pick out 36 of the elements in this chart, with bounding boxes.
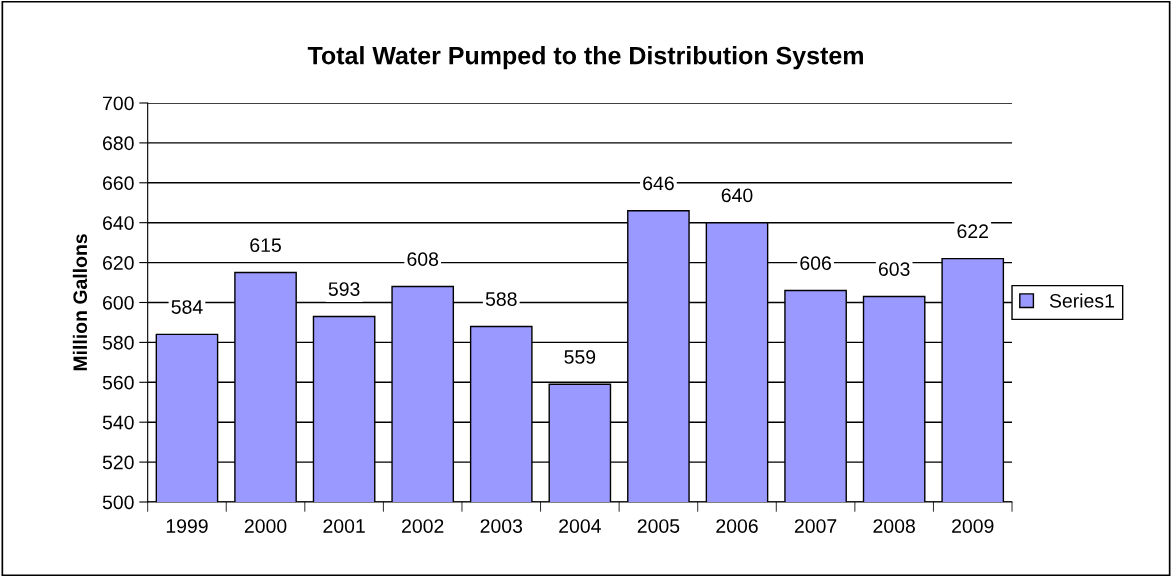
y-tick-label: 520	[102, 455, 134, 470]
x-tick-label: 2005	[637, 519, 680, 533]
data-label: 615	[250, 238, 281, 253]
x-tick-label: 1999	[166, 519, 208, 533]
y-tick-label: 680	[103, 136, 134, 151]
data-label: 584	[171, 300, 203, 314]
data-label: 640	[721, 188, 753, 203]
y-tick-label: 580	[102, 335, 134, 350]
data-label: 606	[800, 256, 831, 271]
chart-title: Total Water Pumped to the Distribution System	[307, 46, 863, 70]
data-label: 603	[878, 262, 910, 276]
y-tick-label: 500	[102, 495, 134, 510]
x-tick-label: 2007	[794, 519, 837, 533]
data-label: 593	[328, 282, 360, 296]
data-label: 646	[643, 176, 674, 191]
data-label: 559	[564, 350, 596, 364]
y-tick-label: 640	[103, 216, 134, 230]
x-tick-label: 2008	[873, 519, 915, 533]
y-tick-label: 560	[102, 375, 134, 390]
y-tick-label: 620	[103, 256, 134, 270]
legend-label: Series1	[1049, 293, 1114, 308]
y-tick-label: 660	[103, 176, 134, 191]
data-label: 622	[957, 224, 988, 239]
data-label: 608	[407, 252, 439, 267]
y-tick-label: 540	[102, 415, 134, 430]
x-tick-label: 2004	[559, 519, 601, 533]
x-tick-label: 2002	[402, 519, 444, 533]
data-label: 588	[485, 292, 517, 306]
x-tick-label: 2006	[716, 519, 758, 533]
x-tick-label: 2001	[323, 519, 365, 533]
x-tick-label: 2009	[952, 519, 994, 533]
y-tick-label: 600	[103, 295, 134, 310]
y-axis-title: Million Gallons	[72, 234, 88, 371]
x-tick-label: 2000	[244, 519, 287, 533]
y-tick-label: 700	[103, 96, 134, 111]
x-tick-label: 2003	[480, 519, 523, 533]
